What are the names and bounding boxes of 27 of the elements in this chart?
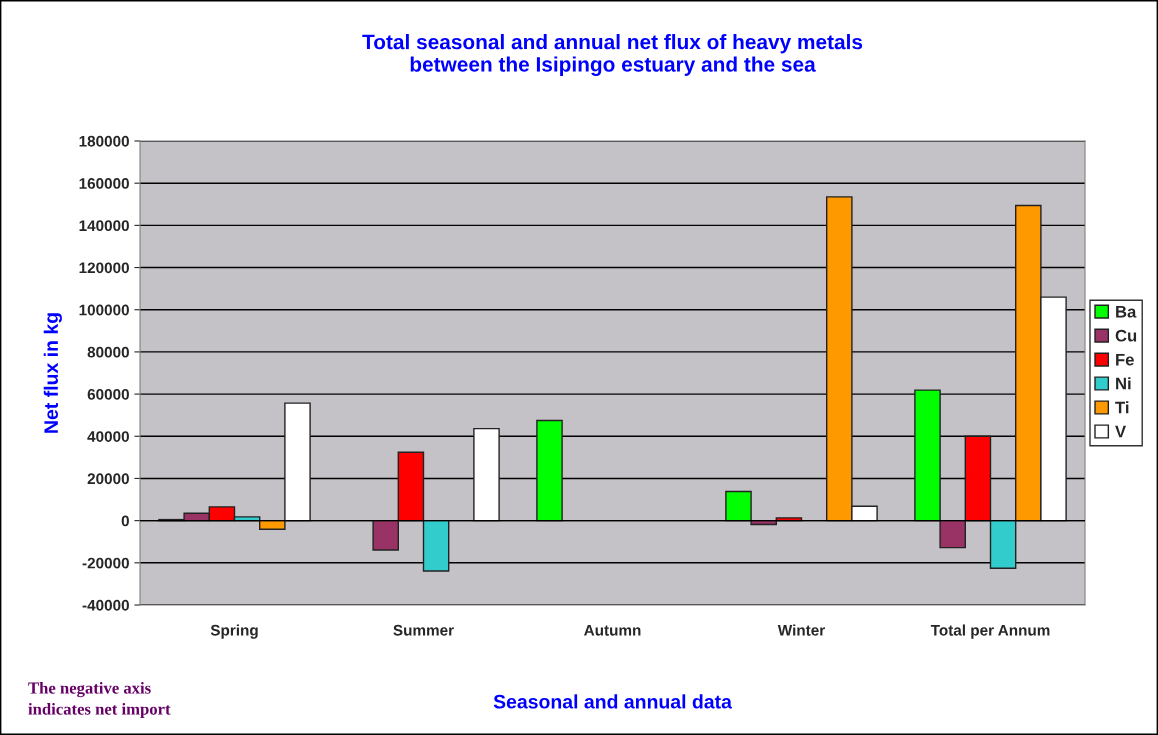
x-tick-label: Summer: [393, 624, 454, 636]
x-tick-label: Spring: [210, 624, 258, 639]
legend-label: Fe: [1116, 353, 1134, 366]
x-axis-title: Seasonal and annual data: [493, 694, 733, 709]
y-tick-label: 60000: [87, 388, 129, 400]
y-tick-label: 100000: [79, 304, 129, 316]
y-tick-label: 140000: [79, 220, 129, 232]
x-tick-label: Winter: [777, 624, 825, 636]
chart-title: Total seasonal and annual net flux of heavy metals between the Isipingo estuary and the sea: [362, 34, 863, 76]
y-tick-label: 0: [121, 515, 129, 527]
text: The negative axis indicates net import: [28, 681, 171, 719]
y-tick-label: 40000: [87, 431, 129, 442]
legend-label: Ni: [1116, 377, 1131, 390]
y-tick-label: 20000: [87, 473, 129, 485]
y-tick-label: -40000: [82, 599, 129, 611]
legend-label: V: [1115, 425, 1126, 438]
y-tick-label: 160000: [79, 178, 129, 189]
y-tick-label: 120000: [79, 262, 129, 274]
y-tick-label: -20000: [82, 557, 129, 569]
legend-label: Ti: [1115, 401, 1129, 414]
y-tick-label: 80000: [87, 346, 129, 358]
x-tick-label: Total per Annum: [930, 624, 1050, 639]
x-tick-label: Autumn: [584, 625, 641, 636]
y-axis-title: Net flux in kg: [43, 313, 62, 433]
legend-label: Cu: [1115, 329, 1137, 342]
y-tick-label: 180000: [79, 135, 129, 147]
legend-label: Ba: [1116, 305, 1137, 318]
